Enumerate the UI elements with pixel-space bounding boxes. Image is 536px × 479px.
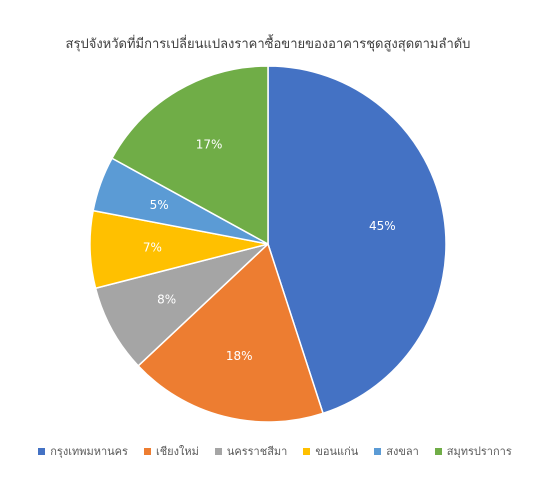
legend-swatch-0 (38, 447, 46, 455)
legend-item-0: กรุงเทพมหานคร (38, 442, 128, 460)
legend-swatch-1 (143, 447, 151, 455)
data-label-0: 45% (369, 219, 396, 233)
pie-slice-0 (267, 65, 447, 415)
legend-label-2: นครราชสีมา (226, 445, 288, 458)
data-label-5: 17% (196, 137, 223, 151)
legend: กรุงเทพมหานคร เชียงใหม่ นครราชสีมา ขอนแก่น ส… (30, 442, 520, 460)
legend-item-4: สงขลา (374, 442, 419, 460)
legend-label-3: ขอนแก่น (315, 445, 359, 458)
pie-slice-2 (94, 243, 269, 367)
pie-slice-1 (137, 242, 324, 423)
legend-swatch-2 (214, 447, 222, 455)
chart-title: สรุปจังหวัดที่มีการเปลี่ยนแปลงราคาซื้อขา… (65, 37, 471, 52)
legend-swatch-3 (303, 447, 311, 455)
pie-slice-5 (110, 65, 269, 246)
legend-label-1: เชียงใหม่ (155, 445, 199, 458)
data-label-1: 18% (226, 349, 253, 363)
legend-label-5: สมุทรปราการ (446, 445, 512, 458)
data-label-4: 5% (150, 198, 169, 212)
legend-item-1: เชียงใหม่ (143, 442, 199, 460)
data-label-3: 7% (143, 241, 162, 255)
legend-label-4: สงขลา (386, 445, 419, 458)
legend-item-5: สมุทรปราการ (434, 442, 512, 460)
legend-swatch-5 (434, 447, 442, 455)
data-label-2: 8% (157, 293, 176, 307)
legend-swatch-4 (374, 447, 382, 455)
legend-item-3: ขอนแก่น (303, 442, 358, 460)
legend-label-0: กรุงเทพมหานคร (50, 445, 128, 458)
legend-item-2: นครราชสีมา (214, 442, 288, 460)
